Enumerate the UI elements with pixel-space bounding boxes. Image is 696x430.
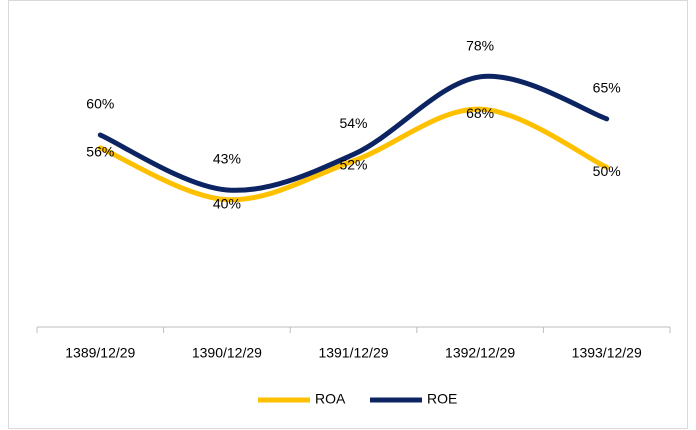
data-label: 60% (86, 96, 114, 112)
data-label: 56% (86, 144, 114, 160)
data-label: 68% (466, 105, 494, 121)
data-label: 50% (593, 163, 621, 179)
x-tick-label: 1390/12/29 (192, 345, 262, 361)
x-tick-label: 1392/12/29 (445, 345, 515, 361)
chart-frame (8, 0, 688, 429)
data-label: 52% (339, 157, 367, 173)
data-label: 43% (213, 151, 241, 167)
legend-label: ROA (315, 391, 346, 407)
series-line (97, 106, 610, 203)
x-tick-label: 1389/12/29 (65, 345, 135, 361)
series-line (97, 73, 610, 193)
data-label: 65% (593, 80, 621, 96)
data-label: 40% (213, 195, 241, 211)
x-tick-label: 1391/12/29 (318, 345, 388, 361)
data-label: 54% (339, 115, 367, 131)
x-tick-label: 1393/12/29 (572, 345, 642, 361)
legend-label: ROE (427, 391, 457, 407)
data-label: 78% (466, 38, 494, 54)
